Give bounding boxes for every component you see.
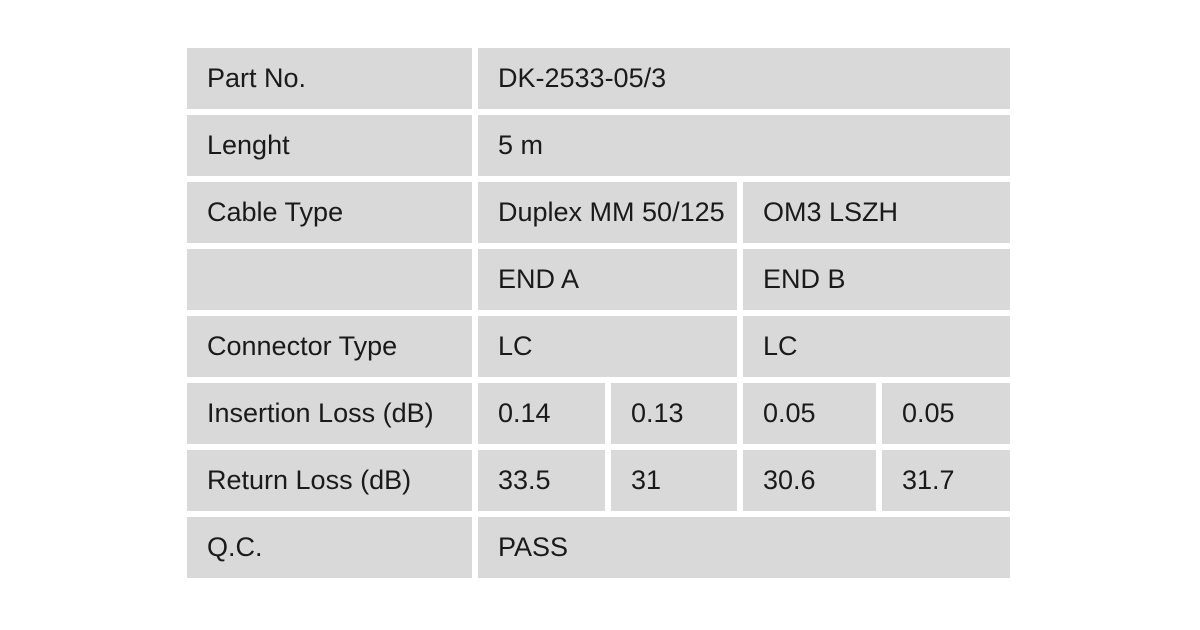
insertion-loss-label: Insertion Loss (dB) [187, 383, 472, 444]
return-loss-label: Return Loss (dB) [187, 450, 472, 511]
length-label: Lenght [187, 115, 472, 176]
cable-type-value-2: OM3 LSZH [743, 182, 1010, 243]
connector-type-end-b: LC [743, 316, 1010, 377]
insertion-loss-end-b-1: 0.05 [743, 383, 876, 444]
end-b-header: END B [743, 249, 1010, 310]
qc-value: PASS [478, 517, 1010, 578]
connector-type-end-a: LC [478, 316, 737, 377]
part-no-label: Part No. [187, 48, 472, 109]
return-loss-end-a-1: 33.5 [478, 450, 605, 511]
connector-type-label: Connector Type [187, 316, 472, 377]
cable-type-label: Cable Type [187, 182, 472, 243]
insertion-loss-end-b-2: 0.05 [882, 383, 1010, 444]
row-end-headers: END A END B [187, 249, 1010, 310]
row-length: Lenght 5 m [187, 115, 1010, 176]
row-connector-type: Connector Type LC LC [187, 316, 1010, 377]
spec-table: Part No. DK-2533-05/3 Lenght 5 m Cable T… [181, 42, 1016, 584]
return-loss-end-a-2: 31 [611, 450, 737, 511]
end-a-header: END A [478, 249, 737, 310]
return-loss-end-b-1: 30.6 [743, 450, 876, 511]
insertion-loss-end-a-2: 0.13 [611, 383, 737, 444]
insertion-loss-end-a-1: 0.14 [478, 383, 605, 444]
cable-type-value-1: Duplex MM 50/125 [478, 182, 737, 243]
row-insertion-loss: Insertion Loss (dB) 0.14 0.13 0.05 0.05 [187, 383, 1010, 444]
row-qc: Q.C. PASS [187, 517, 1010, 578]
end-header-spacer [187, 249, 472, 310]
part-no-value: DK-2533-05/3 [478, 48, 1010, 109]
row-part-no: Part No. DK-2533-05/3 [187, 48, 1010, 109]
row-cable-type: Cable Type Duplex MM 50/125 OM3 LSZH [187, 182, 1010, 243]
qc-label: Q.C. [187, 517, 472, 578]
row-return-loss: Return Loss (dB) 33.5 31 30.6 31.7 [187, 450, 1010, 511]
length-value: 5 m [478, 115, 1010, 176]
return-loss-end-b-2: 31.7 [882, 450, 1010, 511]
